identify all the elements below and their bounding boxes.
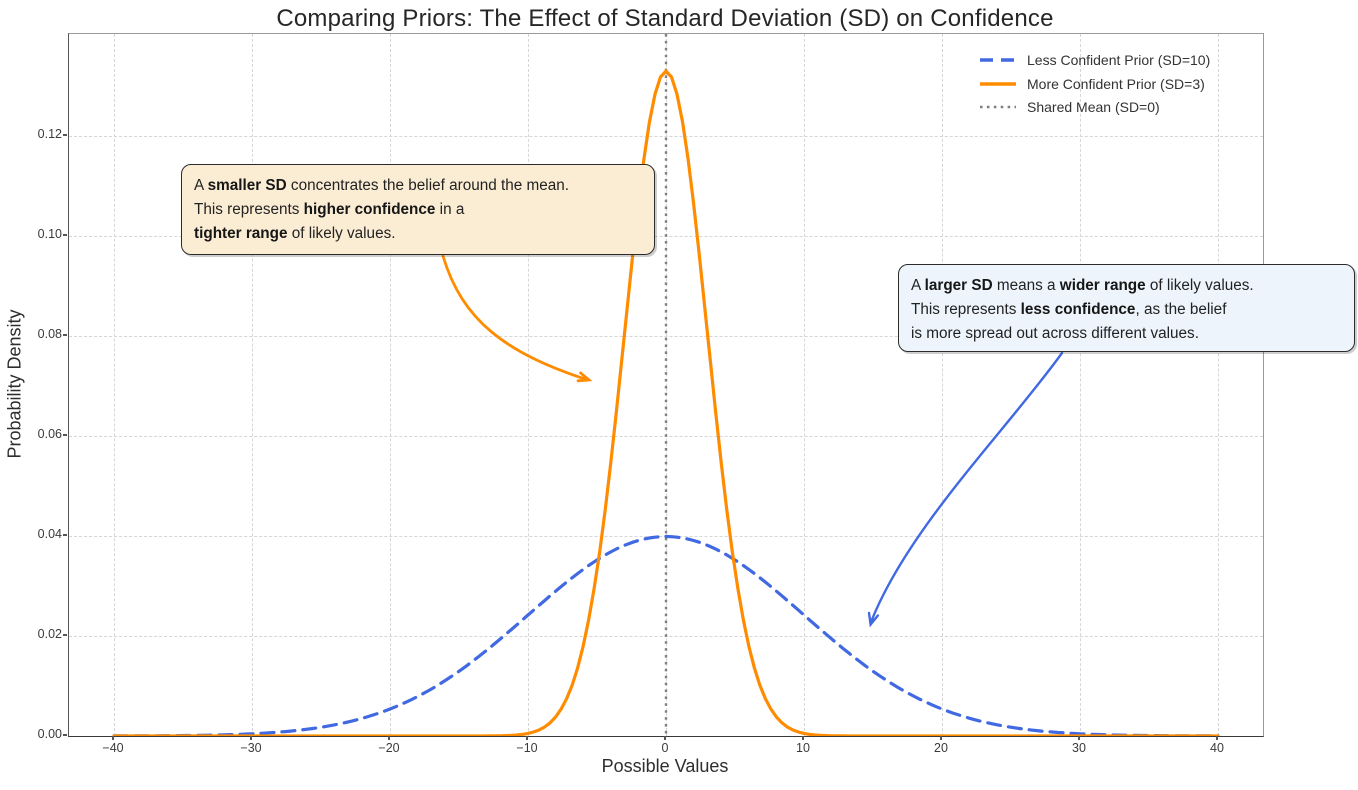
y-tickmark bbox=[63, 134, 67, 136]
y-tickmark bbox=[63, 334, 67, 336]
x-tick-label: 10 bbox=[796, 741, 810, 755]
legend-solid-line-swatch bbox=[980, 81, 1016, 86]
y-tick-label: 0.08 bbox=[37, 327, 62, 341]
x-tick-label: −10 bbox=[516, 741, 538, 755]
x-tickmark bbox=[1078, 736, 1080, 740]
legend: Less Confident Prior (SD=10) More Confid… bbox=[979, 48, 1210, 119]
y-tick-label: 0.12 bbox=[37, 127, 62, 141]
annotation-line: This represents less confidence, as the … bbox=[911, 301, 1227, 318]
y-tick-label: 0.02 bbox=[37, 627, 62, 641]
annotation-line: This represents higher confidence in a bbox=[194, 201, 465, 218]
y-tick-label: 0.04 bbox=[37, 527, 62, 541]
annotation-line: tighter range of likely values. bbox=[194, 225, 396, 242]
legend-dotted-line-swatch bbox=[980, 105, 1016, 109]
y-tickmark bbox=[63, 234, 67, 236]
legend-item-more-confident: More Confident Prior (SD=3) bbox=[979, 72, 1210, 96]
less-confident-prior-curve bbox=[112, 534, 1220, 736]
legend-dashed-line-swatch bbox=[980, 58, 1016, 62]
legend-item-less-confident: Less Confident Prior (SD=10) bbox=[979, 48, 1210, 72]
annotation-line: A smaller SD concentrates the belief aro… bbox=[194, 177, 570, 194]
x-tick-label: −40 bbox=[102, 741, 124, 755]
y-axis-label: Probability Density bbox=[4, 309, 25, 459]
y-tickmark bbox=[63, 534, 67, 536]
more-confident-prior-curve bbox=[112, 68, 1220, 736]
y-tickmark bbox=[63, 634, 67, 636]
y-tick-label: 0.00 bbox=[37, 727, 62, 741]
chart-title: Comparing Priors: The Effect of Standard… bbox=[276, 5, 1054, 32]
x-tickmark bbox=[664, 736, 666, 740]
larger-sd-annotation: A larger SD means a wider range of likel… bbox=[898, 264, 1355, 352]
x-tickmark bbox=[112, 736, 114, 740]
smaller-sd-annotation: A smaller SD concentrates the belief aro… bbox=[181, 164, 655, 255]
legend-label: Shared Mean (SD=0) bbox=[1027, 99, 1160, 116]
annotation-line: A larger SD means a wider range of likel… bbox=[911, 277, 1254, 294]
y-tick-label: 0.10 bbox=[37, 227, 62, 241]
x-tick-label: 40 bbox=[1210, 741, 1224, 755]
x-tick-label: 30 bbox=[1072, 741, 1086, 755]
x-tickmark bbox=[250, 736, 252, 740]
x-tick-label: −30 bbox=[240, 741, 262, 755]
x-tickmark bbox=[388, 736, 390, 740]
x-axis-label: Possible Values bbox=[601, 756, 729, 776]
x-tickmark bbox=[802, 736, 804, 740]
curves-canvas bbox=[112, 34, 1220, 736]
legend-label: More Confident Prior (SD=3) bbox=[1027, 75, 1205, 92]
x-tick-label: 0 bbox=[661, 741, 669, 755]
x-tick-label: 20 bbox=[934, 741, 948, 755]
legend-label: Less Confident Prior (SD=10) bbox=[1027, 51, 1211, 68]
y-tickmark bbox=[63, 734, 67, 736]
x-tick-label: −20 bbox=[378, 741, 400, 755]
y-tickmark bbox=[63, 434, 67, 436]
x-tickmark bbox=[526, 736, 528, 740]
x-tickmark bbox=[940, 736, 942, 740]
x-tickmark bbox=[1216, 736, 1218, 740]
y-tick-label: 0.06 bbox=[37, 427, 62, 441]
plot-area: Less Confident Prior (SD=10) More Confid… bbox=[68, 33, 1264, 737]
legend-item-shared-mean: Shared Mean (SD=0) bbox=[979, 95, 1210, 119]
annotation-line: is more spread out across different valu… bbox=[911, 325, 1199, 342]
